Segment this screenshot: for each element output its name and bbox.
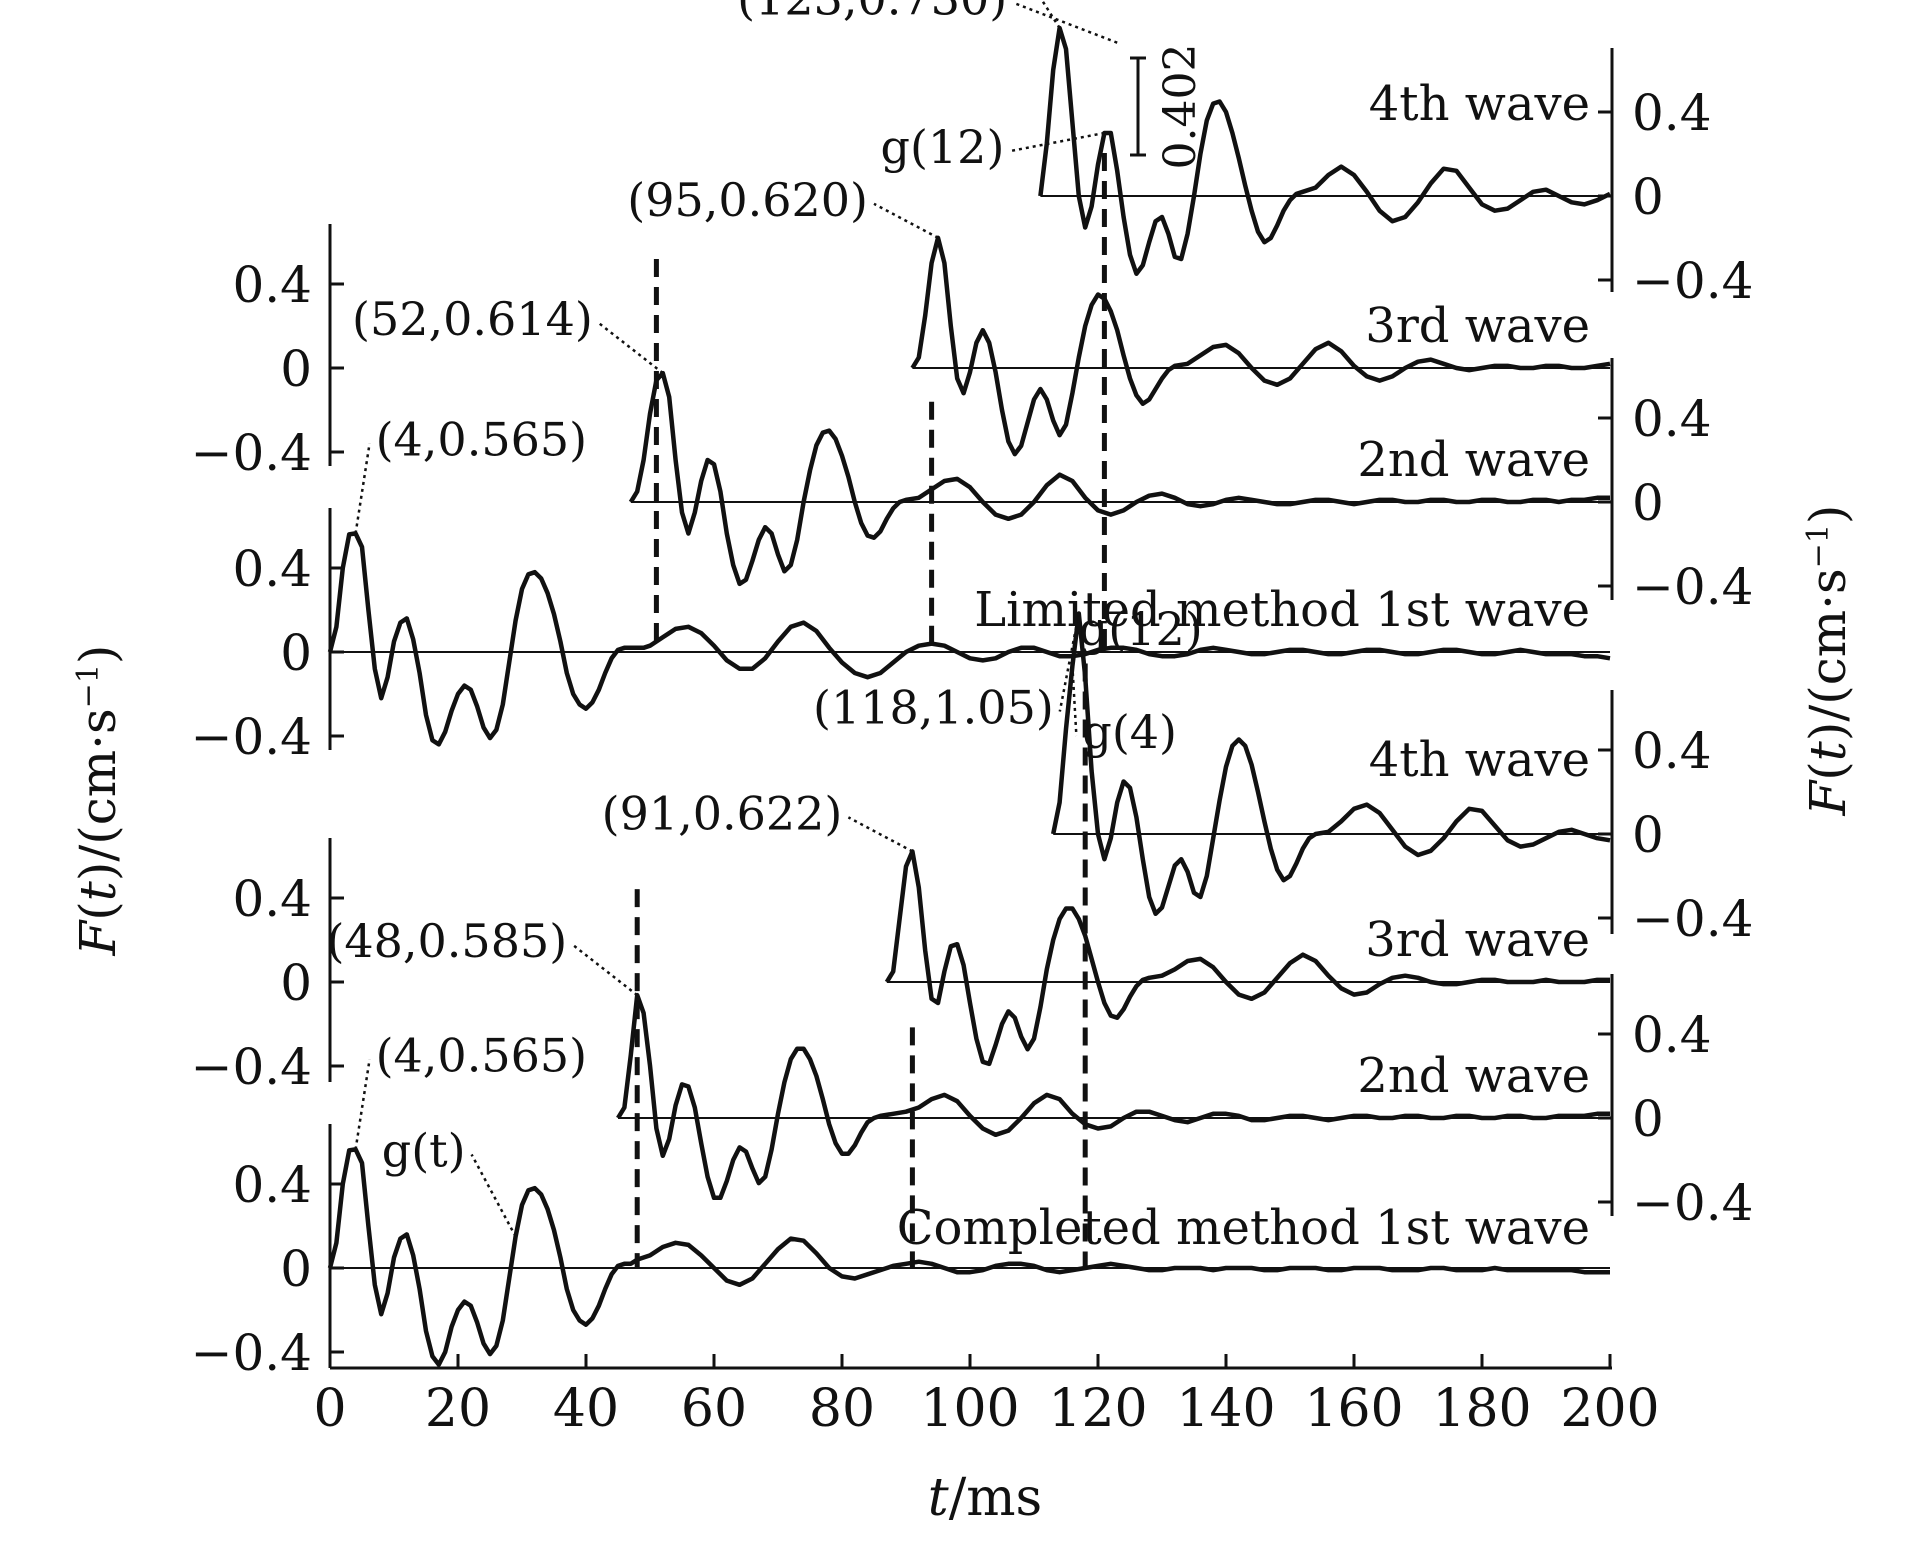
x-tick-label-120: 120	[1048, 1379, 1147, 1439]
annotation-completed-2: g(t)	[382, 1124, 466, 1178]
right-ytick-completed-2-zero-label: 0	[1632, 806, 1664, 864]
x-tick-label-180: 180	[1432, 1379, 1531, 1439]
left-ytick-limited-2-pos-label: 0.4	[232, 256, 312, 314]
annotation-completed-3: (48,0.585)	[326, 914, 567, 968]
series-line-limited-2	[628, 370, 1610, 587]
right-ytick-limited-2-zero-label: 0	[1632, 168, 1664, 226]
wave-label-completed-1: Completed method 1st wave	[897, 1200, 1590, 1256]
right-ytick-limited-1-neg-label: −0.4	[1632, 558, 1753, 616]
wave-label-completed-2: 2nd wave	[1357, 1048, 1590, 1104]
annotation-leader-limited-3	[873, 202, 939, 239]
x-tick-label-140: 140	[1176, 1379, 1275, 1439]
left-ytick-completed-1-pos-label: 0.4	[232, 1156, 312, 1214]
x-axis-label: t/ms	[928, 1468, 1042, 1528]
annotation-leader-limited-2	[598, 322, 664, 375]
left-ytick-limited-1-zero-label: 0	[280, 624, 312, 682]
left-ytick-completed-1-neg-label: −0.4	[191, 1324, 312, 1382]
annotation-limited-4: (123,0.730)	[737, 0, 1007, 26]
wave-label-limited-4: 4th wave	[1369, 76, 1590, 132]
left-ytick-limited-2-zero-label: 0	[280, 340, 312, 398]
series-line-completed-3	[884, 849, 1610, 1067]
layer-axes	[328, 0, 1614, 1370]
series-line-completed-2	[616, 992, 1610, 1201]
annotation-limited-1: (4,0.565)	[376, 412, 587, 466]
series-line-completed-1	[327, 1147, 1610, 1367]
annotation-limited-2: (52,0.614)	[352, 292, 593, 346]
x-tick-label-100: 100	[920, 1379, 1019, 1439]
scale-bar-label: 0.402	[1155, 44, 1206, 170]
layer-text: Limited method 1st wave 2nd wave 3rd wave 4…	[191, 0, 1754, 1439]
wave-label-limited-3: 3rd wave	[1365, 298, 1590, 354]
left-ytick-completed-2-zero-label: 0	[280, 954, 312, 1012]
right-ytick-limited-1-pos-label: 0.4	[1632, 390, 1712, 448]
wave-label-limited-2: 2nd wave	[1357, 432, 1590, 488]
annotation-leader-limited-6	[1010, 131, 1105, 153]
x-tick-label-200: 200	[1560, 1379, 1659, 1439]
left-ytick-completed-1-zero-label: 0	[280, 1240, 312, 1298]
left-ytick-completed-2-neg-label: −0.4	[191, 1038, 312, 1096]
annotation-completed-4: (91,0.622)	[602, 786, 843, 840]
annotation-completed-7: g(12)	[1079, 602, 1203, 656]
wave-label-limited-1: Limited method 1st wave	[974, 582, 1590, 638]
annotation-leader-completed-4	[847, 816, 913, 853]
left-y-axis-label: F(t)/(cm·s−1)	[69, 645, 127, 957]
right-ytick-completed-1-pos-label: 0.4	[1632, 1006, 1712, 1064]
right-ytick-completed-2-neg-label: −0.4	[1632, 890, 1753, 948]
series-line-limited-3	[910, 235, 1611, 457]
x-tick-label-80: 80	[809, 1379, 875, 1439]
right-y-axis-label: F(t)/(cm·s−1)	[1799, 505, 1857, 817]
right-ytick-limited-1-zero-label: 0	[1632, 474, 1664, 532]
right-ytick-completed-1-neg-label: −0.4	[1632, 1174, 1753, 1232]
annotation-leader-limited-1	[354, 443, 371, 534]
x-tick-label-20: 20	[425, 1379, 491, 1439]
x-tick-label-60: 60	[681, 1379, 747, 1439]
annotation-leader-completed-6	[1071, 665, 1078, 737]
annotation-limited-6: g(12)	[881, 120, 1005, 174]
annotation-leader-limited-5	[1040, 0, 1061, 29]
x-tick-label-0: 0	[313, 1379, 346, 1439]
annotation-leader-limited-4	[1012, 1, 1118, 44]
series-line-completed-4	[1050, 611, 1611, 917]
annotation-completed-5: (118,1.05)	[813, 681, 1054, 735]
left-ytick-completed-2-pos-label: 0.4	[232, 870, 312, 928]
right-ytick-limited-2-neg-label: −0.4	[1632, 252, 1753, 310]
series-line-limited-4	[1038, 25, 1611, 276]
annotation-leader-completed-2	[470, 1153, 517, 1238]
right-ytick-completed-1-zero-label: 0	[1632, 1090, 1664, 1148]
series-line-limited-1	[327, 531, 1611, 747]
left-ytick-limited-1-pos-label: 0.4	[232, 540, 312, 598]
layer-lines	[327, 25, 1611, 1367]
right-ytick-limited-2-pos-label: 0.4	[1632, 84, 1712, 142]
annotation-completed-1: (4,0.565)	[376, 1028, 587, 1082]
annotation-leader-completed-1	[354, 1059, 371, 1150]
right-ytick-completed-2-pos-label: 0.4	[1632, 722, 1712, 780]
wave-label-completed-3: 3rd wave	[1365, 912, 1590, 968]
left-ytick-limited-1-neg-label: −0.4	[191, 708, 312, 766]
annotation-completed-6: g(4)	[1082, 705, 1177, 759]
x-tick-label-40: 40	[553, 1379, 619, 1439]
annotation-leader-completed-5	[1058, 613, 1081, 712]
x-tick-label-160: 160	[1304, 1379, 1403, 1439]
wave-label-completed-4: 4th wave	[1369, 732, 1590, 788]
annotation-leader-completed-3	[572, 944, 638, 997]
annotation-limited-3: (95,0.620)	[627, 173, 868, 227]
left-ytick-limited-2-neg-label: −0.4	[191, 424, 312, 482]
